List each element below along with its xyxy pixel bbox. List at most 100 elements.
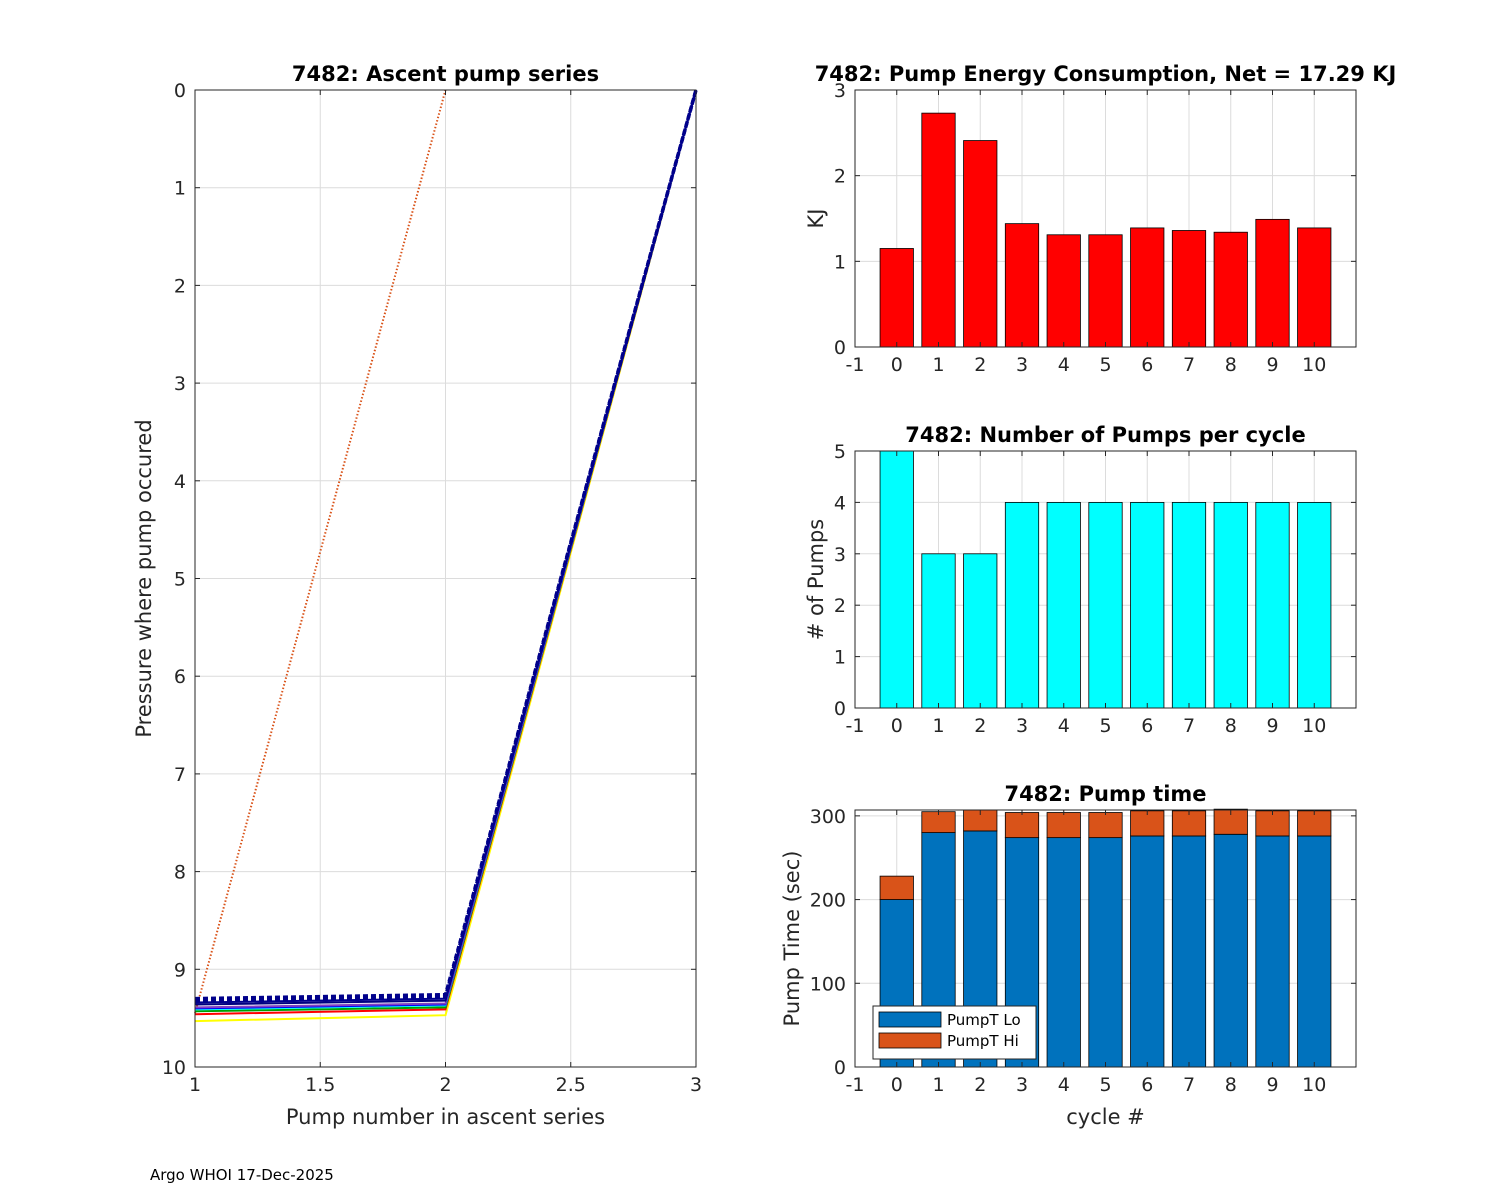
- x-tick-label: 3: [1016, 354, 1028, 376]
- bar-7: [1171, 501, 1207, 709]
- x-tick-label: -1: [846, 715, 865, 737]
- x-tick-label: 3: [690, 1074, 702, 1096]
- bar-3: [1004, 501, 1040, 709]
- x-tick-label: 8: [1225, 354, 1237, 376]
- legend-label: PumpT Hi: [947, 1032, 1019, 1050]
- bar-0: [879, 450, 914, 709]
- y-tick-label: 0: [834, 337, 846, 359]
- x-tick-label: 0: [891, 354, 903, 376]
- y-tick-label: 5: [834, 441, 846, 463]
- ticks: [854, 89, 1356, 348]
- bars: [879, 112, 1332, 348]
- y-tick-label: 0: [834, 698, 846, 720]
- y-tick-label: 2: [834, 166, 846, 188]
- y-tick-label: 3: [174, 373, 186, 395]
- y-tick-label: 1: [834, 251, 846, 273]
- x-tick-label: 7: [1183, 1074, 1195, 1096]
- bar-pumpt-hi-4: [1046, 812, 1081, 839]
- bar-8: [1213, 231, 1248, 348]
- y-tick-label: 2: [174, 275, 186, 297]
- x-tick-label: 6: [1141, 354, 1153, 376]
- legend: PumpT Lo PumpT Hi: [872, 1005, 1037, 1060]
- legend-swatch-pumpt-lo: [878, 1011, 942, 1028]
- x-tick-label: 1.5: [305, 1074, 335, 1096]
- bar-pumpt-hi-7: [1171, 810, 1207, 837]
- x-tick-label: 9: [1266, 1074, 1278, 1096]
- x-tick-label: 10: [1302, 354, 1326, 376]
- series-line-cycle-10: [194, 89, 698, 1001]
- x-tick-label: 1: [932, 715, 944, 737]
- x-tick-label: 1: [932, 354, 944, 376]
- y-tick-label: 7: [174, 764, 186, 786]
- x-axis-label: cycle #: [1066, 1105, 1145, 1129]
- y-tick-label: 6: [174, 666, 186, 688]
- y-tick-label: 3: [834, 544, 846, 566]
- x-tick-label: 10: [1302, 1074, 1326, 1096]
- x-tick-label: 3: [1016, 1074, 1028, 1096]
- bar-3: [1004, 223, 1040, 348]
- x-axis-label: Pump number in ascent series: [286, 1105, 605, 1129]
- chart-title: 7482: Pump time: [1004, 782, 1206, 806]
- bar-1: [921, 553, 956, 709]
- bar-pumpt-lo-9: [1255, 835, 1290, 1068]
- y-tick-label: 300: [810, 806, 846, 828]
- x-tick-label: 2: [974, 715, 986, 737]
- ticks: [194, 89, 697, 1068]
- y-tick-label: 1: [174, 178, 186, 200]
- bar-10: [1297, 501, 1332, 709]
- x-tick-label: 8: [1225, 715, 1237, 737]
- x-tick-label: 2: [974, 354, 986, 376]
- x-tick-label: 9: [1266, 354, 1278, 376]
- y-axis-label: # of Pumps: [804, 519, 828, 641]
- y-tick-label: 5: [174, 569, 186, 591]
- x-tick-label: 2.5: [556, 1074, 586, 1096]
- bar-7: [1171, 230, 1207, 348]
- legend-label: PumpT Lo: [947, 1011, 1021, 1029]
- bar-6: [1130, 501, 1165, 709]
- bar-2: [963, 553, 998, 709]
- bar-pumpt-hi-0: [879, 875, 914, 900]
- bar-pumpt-hi-10: [1297, 810, 1332, 837]
- x-tick-label: 4: [1058, 715, 1070, 737]
- bar-pumpt-hi-6: [1130, 810, 1165, 837]
- x-tick-label: 0: [891, 1074, 903, 1096]
- bar-8: [1213, 501, 1248, 709]
- x-tick-label: -1: [846, 354, 865, 376]
- bar-6: [1130, 227, 1165, 348]
- x-tick-label: 1: [932, 1074, 944, 1096]
- y-axis-label: Pump Time (sec): [780, 851, 804, 1027]
- bar-0: [879, 248, 914, 348]
- bar-pumpt-hi-5: [1088, 812, 1123, 839]
- bars: [879, 450, 1332, 709]
- chart-title: 7482: Pump Energy Consumption, Net = 17.…: [815, 62, 1397, 86]
- x-tick-label: 7: [1183, 354, 1195, 376]
- x-tick-label: 5: [1099, 715, 1111, 737]
- bar-5: [1088, 234, 1123, 348]
- y-tick-label: 8: [174, 862, 186, 884]
- grid: [195, 90, 696, 1067]
- bar-pumpt-lo-4: [1046, 837, 1081, 1068]
- ticks: [854, 450, 1356, 709]
- x-tick-label: -1: [846, 1074, 865, 1096]
- x-tick-label: 10: [1302, 715, 1326, 737]
- bar-pumpt-lo-7: [1171, 835, 1207, 1068]
- x-tick-label: 3: [1016, 715, 1028, 737]
- y-tick-label: 200: [810, 890, 846, 912]
- x-tick-label: 8: [1225, 1074, 1237, 1096]
- bar-9: [1255, 218, 1290, 348]
- x-tick-label: 4: [1058, 1074, 1070, 1096]
- x-tick-label: 6: [1141, 1074, 1153, 1096]
- chart-ascent: 1 1.5 2 2.5 3 0 1 2 3 4 5 6 7 8 9 10 7482: Ascent pump s…: [132, 62, 702, 1129]
- chart-title: 7482: Ascent pump series: [292, 62, 599, 86]
- bar-5: [1088, 501, 1123, 709]
- ticks: [854, 810, 1356, 1068]
- y-tick-label: 4: [174, 471, 186, 493]
- x-tick-label: 2: [974, 1074, 986, 1096]
- y-tick-label: 4: [834, 492, 846, 514]
- series-line-cycle-9: [194, 89, 698, 1003]
- bar-4: [1046, 501, 1081, 709]
